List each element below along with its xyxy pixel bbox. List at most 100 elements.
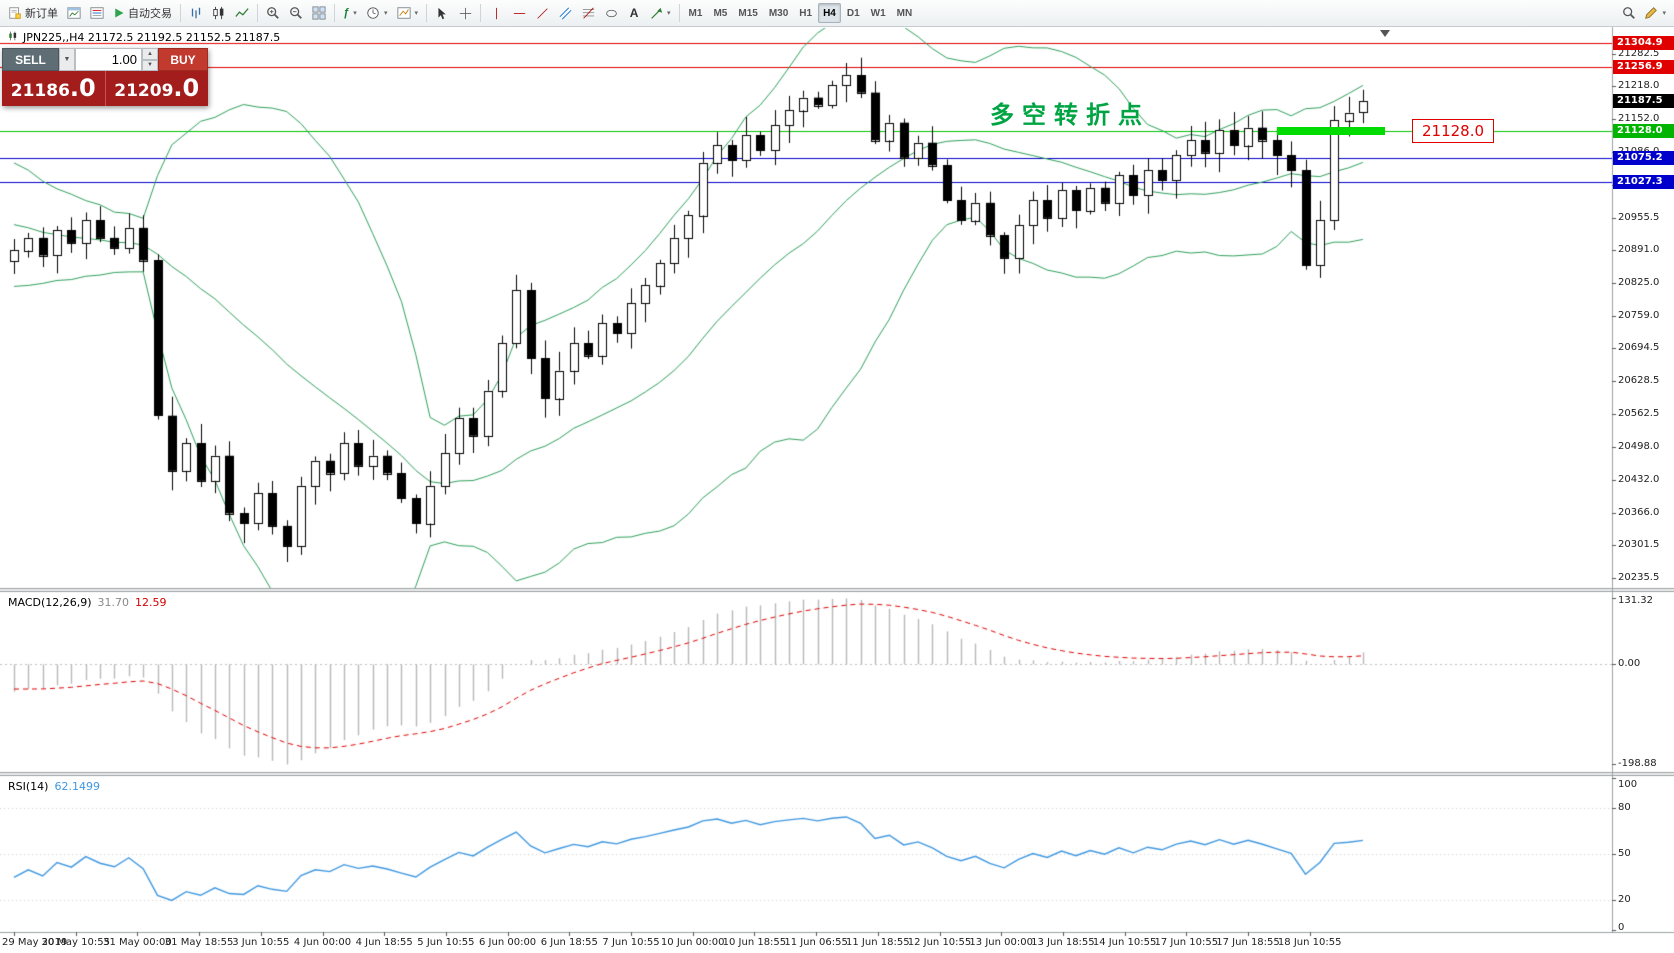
horizontal-line-button[interactable] — [508, 2, 530, 24]
sell-button[interactable]: SELL — [2, 48, 59, 71]
rsi-value: 62.1499 — [54, 780, 100, 793]
timeframe-m30-button[interactable]: M30 — [764, 3, 793, 23]
buy-price[interactable]: 21209 .0 — [106, 71, 209, 106]
zoom-in-button[interactable] — [262, 2, 284, 24]
periods-button[interactable]: ▾ — [362, 2, 392, 24]
vertical-line-button[interactable] — [485, 2, 507, 24]
ellipse-icon — [605, 7, 618, 20]
chevron-down-icon: ▾ — [414, 10, 419, 17]
rsi-label: RSI(14) 62.1499 — [8, 780, 100, 793]
trendline-icon — [536, 7, 549, 20]
cursor-button[interactable] — [431, 2, 453, 24]
new-order-button[interactable]: 新订单 — [4, 2, 62, 24]
toolbar-separator — [480, 4, 482, 22]
candlestick-chart-icon — [212, 6, 226, 20]
buy-button[interactable]: BUY — [158, 48, 208, 71]
channel-icon — [559, 7, 572, 20]
sell-dropdown-button[interactable]: ▼ — [59, 48, 75, 71]
timeframe-m15-button[interactable]: M15 — [733, 3, 762, 23]
timeframe-h1-button[interactable]: H1 — [794, 3, 817, 23]
trendline-button[interactable] — [531, 2, 553, 24]
timeframe-w1-button[interactable]: W1 — [866, 3, 891, 23]
chevron-down-icon: ▾ — [384, 10, 388, 17]
tile-windows-button[interactable] — [308, 2, 330, 24]
autotrading-play-icon — [113, 7, 125, 19]
edit-button[interactable]: ▾ — [1640, 2, 1670, 24]
rsi-title: RSI(14) — [8, 780, 49, 793]
indicators-button[interactable]: ƒ ▾ — [339, 2, 361, 24]
search-button[interactable] — [1618, 2, 1640, 24]
chart-window-icon — [67, 6, 81, 20]
toolbar-separator — [426, 4, 428, 22]
autotrading-label: 自动交易 — [128, 8, 172, 20]
toolbar-separator — [678, 4, 680, 22]
sell-price-dec: .0 — [69, 74, 96, 102]
volume-input[interactable] — [75, 48, 142, 71]
crosshair-button[interactable] — [454, 2, 476, 24]
template-icon — [396, 6, 411, 20]
highlight-segment[interactable] — [1277, 127, 1385, 135]
pencil-icon — [1644, 6, 1658, 20]
timeframe-d1-button[interactable]: D1 — [842, 3, 865, 23]
templates-button[interactable]: ▾ — [393, 2, 423, 24]
new-order-label: 新订单 — [25, 8, 58, 20]
fibonacci-button[interactable] — [577, 2, 599, 24]
zoom-out-button[interactable] — [285, 2, 307, 24]
buy-price-int: 21209 — [114, 81, 174, 101]
volume-stepper: ▲ ▼ — [142, 48, 158, 71]
channel-button[interactable] — [554, 2, 576, 24]
timeframe-h4-button[interactable]: H4 — [818, 3, 841, 23]
cursor-icon — [436, 7, 449, 20]
crosshair-icon — [459, 7, 472, 20]
sell-price[interactable]: 21186 .0 — [2, 71, 106, 106]
macd-signal-value: 12.59 — [135, 596, 167, 609]
macd-title: MACD(12,26,9) — [8, 596, 92, 609]
chart-annotation-text[interactable]: 多空转折点 — [990, 101, 1150, 129]
tile-windows-icon — [312, 6, 326, 20]
chart-shift-marker[interactable] — [1380, 30, 1390, 37]
timeframe-m5-button[interactable]: M5 — [708, 3, 732, 23]
trade-prices-row: 21186 .0 21209 .0 — [2, 71, 208, 106]
chart-title: JPN225,,H4 21172.5 21192.5 21152.5 21187… — [8, 31, 280, 44]
market-watch-button[interactable] — [86, 2, 108, 24]
bar-chart-button[interactable] — [185, 2, 207, 24]
bar-chart-icon — [189, 6, 203, 20]
text-button[interactable]: A — [623, 2, 645, 24]
shapes-button[interactable] — [600, 2, 622, 24]
timeframe-mn-button[interactable]: MN — [892, 3, 918, 23]
zoom-out-icon — [289, 6, 303, 20]
chevron-down-icon: ▾ — [1662, 10, 1666, 17]
toolbar-separator — [334, 4, 335, 22]
autotrading-button[interactable]: 自动交易 — [109, 2, 176, 24]
arrows-button[interactable]: ▾ — [646, 2, 675, 24]
indicators-icon: ƒ — [343, 7, 350, 19]
chart-window-button[interactable] — [63, 2, 85, 24]
new-order-icon — [8, 6, 22, 20]
timeframe-m1-button[interactable]: M1 — [684, 3, 708, 23]
volume-up-button[interactable]: ▲ — [142, 48, 158, 60]
volume-down-button[interactable]: ▼ — [142, 59, 158, 71]
search-icon — [1622, 6, 1636, 20]
toolbar-right-group: ▾ — [1618, 2, 1670, 24]
sell-price-int: 21186 — [10, 81, 70, 101]
market-watch-icon — [90, 6, 104, 20]
timeframe-group: M1 M5 M15 M30 H1 H4 D1 W1 MN — [684, 3, 918, 23]
text-icon: A — [629, 6, 639, 20]
line-chart-button[interactable] — [231, 2, 253, 24]
one-click-trade-panel: SELL ▼ ▲ ▼ BUY 21186 .0 21209 .0 — [2, 48, 208, 106]
candlestick-chart-button[interactable] — [208, 2, 230, 24]
arrow-icon — [650, 7, 663, 20]
price-callout-label[interactable]: 21128.0 — [1412, 119, 1495, 143]
fibonacci-icon — [582, 7, 595, 20]
toolbar-separator — [257, 4, 258, 22]
horizontal-line-icon — [513, 7, 526, 20]
buy-price-dec: .0 — [173, 74, 200, 102]
chevron-down-icon: ▾ — [667, 10, 671, 17]
chevron-down-icon: ▾ — [353, 10, 357, 17]
toolbar: 新订单 自动交易 ƒ ▾ ▾ ▾ A ▾ M1 M5 M15 M30 H1 H4 D1 W1 MN… — [0, 0, 1674, 27]
clock-icon — [366, 6, 380, 20]
line-chart-icon — [235, 6, 249, 20]
macd-main-value: 31.70 — [97, 596, 130, 609]
macd-label: MACD(12,26,9) 31.70 12.59 — [8, 596, 167, 609]
